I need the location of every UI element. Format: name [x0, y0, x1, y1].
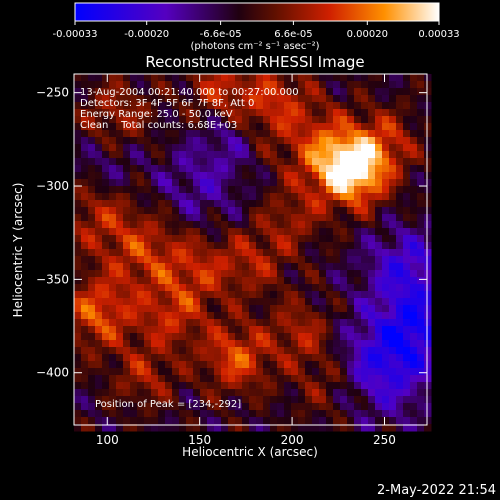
x-tick-label: 150 [188, 433, 211, 447]
axis-ticks: 100 150 200 250 −400 −350 −300 −250 [36, 74, 427, 447]
x-tick-label: 100 [96, 433, 119, 447]
colorbar-ticks: -0.00033 -0.00020 -6.6e-05 6.6e-05 0.00020 0.… [53, 21, 460, 40]
colorbar-tick-label: -0.00033 [53, 29, 98, 40]
chart-title: Reconstructed RHESSI Image [145, 53, 364, 71]
x-tick-label: 200 [281, 433, 304, 447]
footer-timestamp: 2-May-2022 21:54 [377, 483, 496, 498]
annotation-peak: Position of Peak = [234,-292] [95, 399, 241, 410]
heatmap-image [74, 74, 432, 432]
colorbar-unit: (photons cm⁻² s⁻¹ asec⁻²) [190, 41, 319, 52]
annotations: 13-Aug-2004 00:21:40.000 to 00:27:00.000… [80, 87, 299, 410]
colorbar-tick-label: 6.6e-05 [274, 29, 312, 40]
y-tick-label: −400 [36, 366, 69, 380]
y-tick-label: −350 [36, 272, 69, 286]
colorbar-tick-label: -0.00020 [124, 29, 169, 40]
annotation-energy: Energy Range: 25.0 - 50.0 keV [80, 109, 233, 120]
annotation-time: 13-Aug-2004 00:21:40.000 to 00:27:00.000 [80, 87, 299, 98]
colorbar-tick-label: 0.00020 [347, 29, 388, 40]
y-tick-label: −250 [36, 86, 69, 100]
annotation-detectors: Detectors: 3F 4F 5F 6F 7F 8F, Att 0 [80, 98, 254, 109]
annotation-clean: Clean Total counts: 6.68E+03 [80, 120, 237, 131]
colorbar [74, 2, 440, 22]
colorbar-tick-label: -6.6e-05 [200, 29, 242, 40]
y-tick-label: −300 [36, 179, 69, 193]
colorbar-tick-label: 0.00033 [418, 29, 459, 40]
x-axis-label: Heliocentric X (arcsec) [182, 445, 318, 459]
x-tick-label: 250 [373, 433, 396, 447]
plot-frame [73, 73, 428, 426]
y-axis-label: Heliocentric Y (arcsec) [11, 183, 25, 318]
